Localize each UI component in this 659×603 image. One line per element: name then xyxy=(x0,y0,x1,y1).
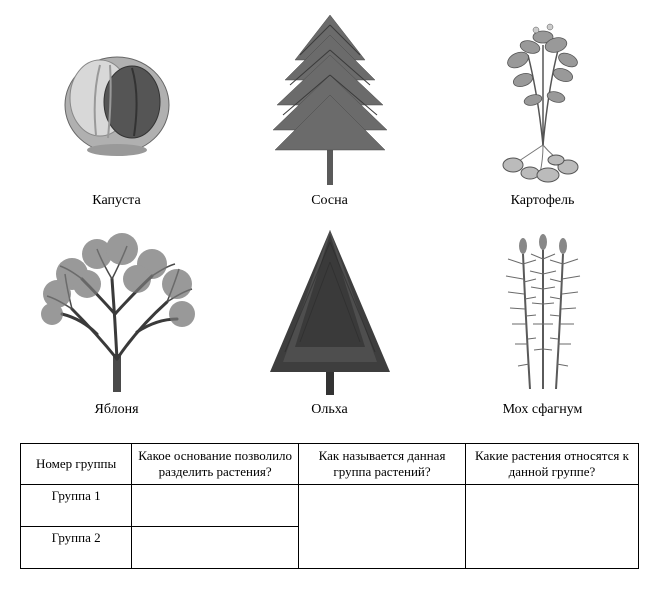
cabbage-icon xyxy=(27,15,207,185)
plant-cell-apple-tree: Яблоня xyxy=(20,224,213,418)
apple-tree-icon xyxy=(27,224,207,394)
plant-cell-pine: Сосна xyxy=(233,15,426,209)
apple-tree-label: Яблоня xyxy=(94,402,138,418)
table-row: Группа 1 xyxy=(21,485,639,527)
which-plants-cell xyxy=(465,485,638,569)
alder-label: Ольха xyxy=(311,402,348,418)
moss-icon xyxy=(453,224,633,394)
classification-table: Номер группы Какое основание позволило р… xyxy=(20,443,639,569)
header-which-plants: Какие растения относятся к данной группе… xyxy=(465,444,638,485)
moss-label: Мох сфагнум xyxy=(503,402,583,418)
group-1-label: Группа 1 xyxy=(21,485,132,527)
plant-cell-potato: Картофель xyxy=(446,15,639,209)
plant-cell-cabbage: Капуста xyxy=(20,15,213,209)
group-2-label: Группа 2 xyxy=(21,527,132,569)
plant-cell-moss: Мох сфагнум xyxy=(446,224,639,418)
table-header-row: Номер группы Какое основание позволило р… xyxy=(21,444,639,485)
group-name-cell xyxy=(299,485,466,569)
group-1-basis xyxy=(132,485,299,527)
group-2-basis xyxy=(132,527,299,569)
alder-icon xyxy=(240,224,420,394)
header-basis: Какое основание позволило разделить раст… xyxy=(132,444,299,485)
potato-icon xyxy=(453,15,633,185)
cabbage-label: Капуста xyxy=(92,193,140,209)
header-group-number: Номер группы xyxy=(21,444,132,485)
header-group-name: Как называется данная группа растений? xyxy=(299,444,466,485)
potato-label: Картофель xyxy=(511,193,575,209)
pine-icon xyxy=(240,15,420,185)
pine-label: Сосна xyxy=(311,193,348,209)
plant-grid: Капуста xyxy=(20,15,639,418)
plant-cell-alder: Ольха xyxy=(233,224,426,418)
